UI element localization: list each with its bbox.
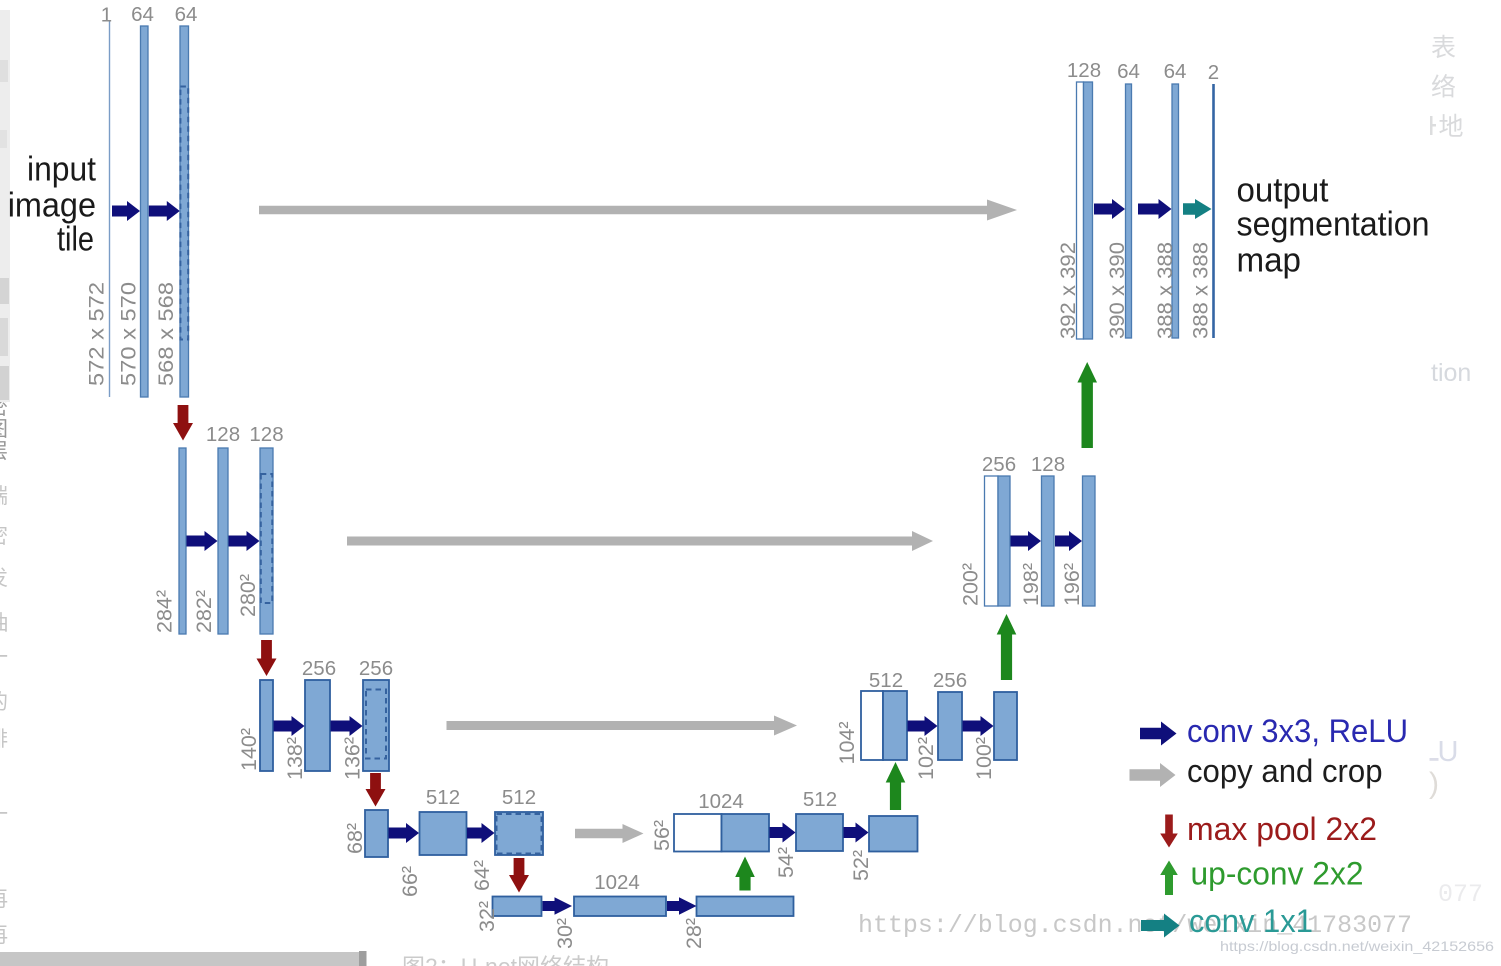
svg-text:136²: 136²	[341, 737, 365, 780]
svg-text:30²: 30²	[553, 918, 577, 949]
svg-text:198²: 198²	[1019, 563, 1043, 606]
svg-text:128: 128	[249, 423, 283, 446]
svg-text:138²: 138²	[283, 737, 307, 780]
svg-text:图2：U-net网络结构: 图2：U-net网络结构	[402, 954, 609, 966]
svg-text:地: 地	[1439, 113, 1464, 141]
svg-text:140²: 140²	[237, 728, 261, 771]
svg-text:发: 发	[0, 567, 8, 590]
svg-text:segmentation: segmentation	[1237, 206, 1430, 244]
svg-text:64: 64	[175, 3, 198, 26]
svg-text:排: 排	[0, 728, 8, 751]
svg-text:图: 图	[0, 418, 8, 441]
svg-text:32²: 32²	[475, 901, 499, 932]
svg-text:568 x 568: 568 x 568	[154, 282, 178, 386]
svg-text:256: 256	[302, 657, 336, 680]
svg-text:抽: 抽	[0, 612, 8, 635]
svg-text:1024: 1024	[594, 871, 640, 894]
svg-text:512: 512	[869, 669, 903, 692]
svg-text:256: 256	[359, 657, 393, 680]
svg-text:up-conv 2x2: up-conv 2x2	[1191, 856, 1364, 892]
svg-text:284²: 284²	[153, 590, 177, 633]
svg-text:256: 256	[982, 453, 1016, 476]
svg-text:conv 1x1: conv 1x1	[1189, 903, 1313, 939]
svg-text:conv 3x3, ReLU: conv 3x3, ReLU	[1187, 713, 1408, 749]
svg-text:output: output	[1237, 172, 1330, 210]
svg-text:102²: 102²	[914, 737, 938, 780]
svg-text:tile: tile	[57, 221, 94, 259]
svg-text:28²: 28²	[682, 918, 706, 949]
svg-text:。: 。	[0, 758, 8, 781]
svg-text:表: 表	[1431, 34, 1456, 62]
svg-text:64²: 64²	[470, 860, 494, 891]
svg-text:56²: 56²	[650, 820, 674, 851]
svg-text:的: 的	[0, 691, 8, 714]
svg-text:64: 64	[1164, 60, 1187, 83]
svg-text:https://blog.csdn.net/weixin_4: https://blog.csdn.net/weixin_42152656	[1220, 938, 1494, 954]
svg-text:104²: 104²	[835, 721, 859, 764]
svg-text:U: U	[1438, 736, 1459, 768]
svg-text:280²: 280²	[236, 574, 260, 617]
svg-text:388 x 388: 388 x 388	[1153, 242, 1177, 339]
svg-text:077: 077	[1438, 880, 1483, 909]
svg-text:256: 256	[933, 669, 967, 692]
svg-text:max pool 2x2: max pool 2x2	[1187, 811, 1377, 847]
svg-text:512: 512	[803, 788, 837, 811]
svg-text:68²: 68²	[343, 823, 367, 854]
svg-text:128: 128	[1067, 59, 1101, 82]
svg-text:100²: 100²	[972, 737, 996, 780]
svg-text:再: 再	[0, 924, 8, 947]
svg-text:388 x 388: 388 x 388	[1189, 242, 1213, 339]
svg-text:54²: 54²	[774, 847, 798, 878]
svg-text:66²: 66²	[398, 866, 422, 897]
svg-text:image: image	[8, 187, 96, 225]
svg-text:tion: tion	[1431, 359, 1471, 387]
svg-text:200²: 200²	[959, 563, 983, 606]
svg-text:络: 络	[1431, 74, 1456, 102]
svg-text:https://blog.csdn.net/weixin_4: https://blog.csdn.net/weixin_41783077	[858, 911, 1412, 940]
svg-text:密: 密	[0, 396, 8, 419]
svg-text:390 x 390: 390 x 390	[1105, 242, 1129, 339]
svg-text:map: map	[1237, 242, 1302, 280]
svg-text:64: 64	[131, 3, 154, 26]
svg-text:层: 层	[0, 440, 8, 463]
svg-text:572 x 572: 572 x 572	[85, 282, 109, 386]
svg-text:端: 端	[0, 485, 8, 508]
svg-text:196²: 196²	[1060, 563, 1084, 606]
svg-text:再: 再	[0, 888, 8, 911]
svg-text:1: 1	[101, 4, 112, 27]
svg-text:input: input	[27, 151, 97, 189]
svg-text:512: 512	[502, 786, 536, 809]
svg-text:copy and crop: copy and crop	[1187, 753, 1383, 789]
svg-text:512: 512	[426, 786, 460, 809]
svg-text:282²: 282²	[192, 590, 216, 633]
svg-text:一: 一	[0, 803, 8, 826]
svg-text:密: 密	[0, 525, 8, 548]
svg-text:392 x 392: 392 x 392	[1056, 242, 1080, 339]
svg-text:52²: 52²	[849, 850, 873, 881]
svg-text:1024: 1024	[698, 790, 744, 813]
svg-text:128: 128	[206, 423, 240, 446]
svg-text:一: 一	[0, 646, 8, 669]
svg-text:64: 64	[1117, 60, 1140, 83]
svg-text:128: 128	[1031, 453, 1065, 476]
svg-text:2: 2	[1208, 61, 1219, 84]
svg-text:): )	[1429, 767, 1439, 800]
svg-text:570 x 570: 570 x 570	[117, 282, 141, 386]
